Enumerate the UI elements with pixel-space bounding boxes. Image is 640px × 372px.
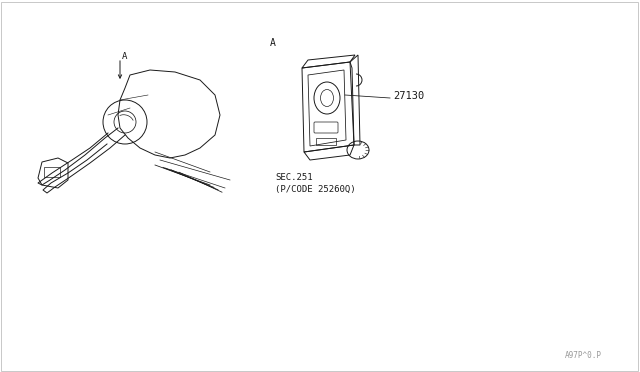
- Text: A: A: [270, 38, 276, 48]
- Text: A: A: [122, 52, 127, 61]
- Text: A97P^0.P: A97P^0.P: [565, 351, 602, 360]
- Text: 27130: 27130: [393, 91, 424, 101]
- Bar: [44, 167, 60, 177]
- Text: SEC.251: SEC.251: [275, 173, 312, 182]
- Text: (P/CODE 25260Q): (P/CODE 25260Q): [275, 185, 356, 194]
- Bar: [316, 138, 336, 145]
